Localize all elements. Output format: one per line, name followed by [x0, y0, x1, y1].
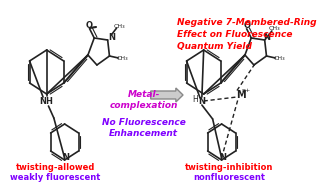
Text: Negative 7-Membered-Ring
Effect on Fluorescence
Quantum Yield: Negative 7-Membered-Ring Effect on Fluor… — [177, 18, 316, 51]
Text: Metal-
complexation: Metal- complexation — [109, 90, 178, 110]
Text: M: M — [236, 90, 245, 100]
Text: CH₃: CH₃ — [274, 56, 286, 60]
Text: twisting-allowed: twisting-allowed — [16, 163, 95, 173]
Text: CH₃: CH₃ — [117, 56, 129, 60]
Text: n+: n+ — [241, 88, 250, 94]
Text: No Fluorescence
Enhancement: No Fluorescence Enhancement — [102, 118, 185, 138]
Text: N: N — [219, 153, 226, 161]
FancyArrow shape — [151, 88, 183, 102]
Text: N: N — [263, 33, 270, 43]
Text: weakly fluorescent: weakly fluorescent — [10, 174, 101, 183]
Text: NH: NH — [40, 98, 54, 106]
Text: O: O — [85, 20, 92, 29]
Text: N: N — [108, 33, 115, 43]
Text: N: N — [198, 98, 205, 106]
Text: O: O — [243, 22, 250, 30]
Text: CH₃: CH₃ — [269, 26, 280, 30]
Text: N: N — [62, 153, 69, 161]
Text: nonfluorescent: nonfluorescent — [193, 174, 265, 183]
Text: H: H — [192, 95, 197, 105]
Text: CH₃: CH₃ — [114, 23, 125, 29]
Text: twisting-inhibition: twisting-inhibition — [184, 163, 273, 173]
